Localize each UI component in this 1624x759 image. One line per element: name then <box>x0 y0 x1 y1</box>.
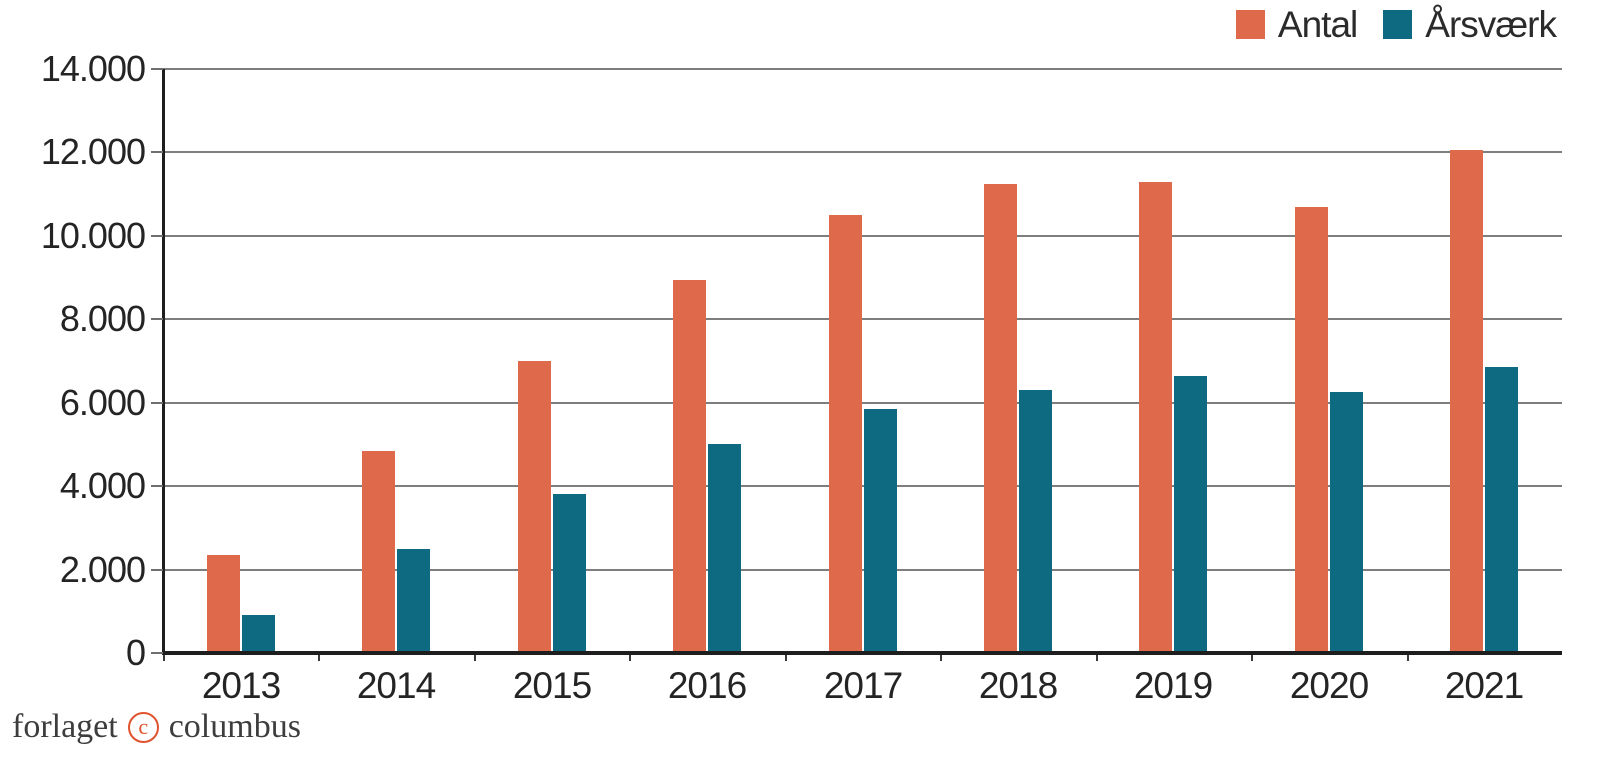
legend-swatch-antal <box>1235 10 1265 39</box>
x-axis-label-2021: 2021 <box>1444 665 1524 706</box>
copyright-letter: c <box>138 714 149 739</box>
x-axis-label-2019: 2019 <box>1133 665 1213 706</box>
bar-årsværk-2017 <box>864 409 897 653</box>
y-axis-label-2.000: 2.000 <box>59 549 146 590</box>
x-tick-2014 <box>318 655 320 661</box>
x-tick-2018 <box>940 655 942 661</box>
bar-årsværk-2020 <box>1330 392 1363 653</box>
publisher-logo: forlaget c columbus <box>12 708 301 746</box>
bar-årsværk-2013 <box>242 615 275 653</box>
x-tick-2019 <box>1096 655 1098 661</box>
bar-årsværk-2019 <box>1174 376 1207 653</box>
x-tick-2016 <box>629 655 631 661</box>
x-axis-label-2016: 2016 <box>667 665 747 706</box>
x-axis-label-2014: 2014 <box>356 665 436 706</box>
y-axis-label-14.000: 14.000 <box>40 48 146 89</box>
bar-årsværk-2018 <box>1019 390 1052 653</box>
x-axis-label-2017: 2017 <box>823 665 903 706</box>
x-tick-2017 <box>785 655 787 661</box>
gridline-12.000 <box>163 151 1562 153</box>
bar-antal-2021 <box>1450 150 1483 653</box>
gridline-4.000 <box>163 485 1562 487</box>
gridline-14.000 <box>163 68 1562 70</box>
gridline-10.000 <box>163 235 1562 237</box>
y-axis-label-6.000: 6.000 <box>59 382 146 423</box>
legend-label-antal: Antal <box>1277 4 1358 45</box>
legend-swatch-aarsvaerk <box>1383 10 1413 39</box>
y-axis-label-0: 0 <box>125 632 146 673</box>
bar-årsværk-2021 <box>1485 367 1518 653</box>
bar-antal-2014 <box>362 451 395 653</box>
publisher-name-left: forlaget <box>12 708 118 745</box>
y-tick-4.000 <box>151 485 163 487</box>
legend-label-aarsvaerk: Årsværk <box>1425 4 1557 45</box>
x-axis-line <box>162 651 1562 655</box>
x-tick-2015 <box>474 655 476 661</box>
x-axis-label-2015: 2015 <box>512 665 592 706</box>
legend-item-antal: Antal <box>1235 4 1358 45</box>
y-axis-label-12.000: 12.000 <box>40 131 146 172</box>
y-tick-2.000 <box>151 569 163 571</box>
y-axis-label-8.000: 8.000 <box>59 298 146 339</box>
y-axis-label-4.000: 4.000 <box>59 465 146 506</box>
x-axis-label-2018: 2018 <box>978 665 1058 706</box>
bar-antal-2016 <box>673 280 706 653</box>
y-tick-10.000 <box>151 235 163 237</box>
y-tick-0 <box>151 652 163 654</box>
plot-area <box>163 68 1562 653</box>
y-tick-8.000 <box>151 318 163 320</box>
y-axis-line <box>162 69 165 655</box>
bar-antal-2019 <box>1139 182 1172 653</box>
bar-årsværk-2015 <box>553 494 586 653</box>
gridline-2.000 <box>163 569 1562 571</box>
gridline-8.000 <box>163 318 1562 320</box>
y-tick-6.000 <box>151 402 163 404</box>
y-axis-label-10.000: 10.000 <box>40 215 146 256</box>
bar-årsværk-2016 <box>708 444 741 653</box>
x-axis-label-2020: 2020 <box>1289 665 1369 706</box>
x-tick-2021 <box>1407 655 1409 661</box>
copyright-icon: c <box>127 711 159 743</box>
y-tick-14.000 <box>151 68 163 70</box>
gridline-6.000 <box>163 402 1562 404</box>
x-tick-2013 <box>163 655 165 661</box>
legend: Antal Årsværk <box>1235 4 1557 45</box>
bar-årsværk-2014 <box>397 549 430 653</box>
bar-antal-2020 <box>1295 207 1328 653</box>
bar-antal-2017 <box>829 215 862 653</box>
y-tick-12.000 <box>151 151 163 153</box>
bar-antal-2018 <box>984 184 1017 653</box>
bar-antal-2013 <box>207 555 240 653</box>
x-tick-2020 <box>1251 655 1253 661</box>
legend-item-aarsvaerk: Årsværk <box>1383 4 1557 45</box>
x-axis-label-2013: 2013 <box>201 665 281 706</box>
publisher-name-right: columbus <box>168 708 301 745</box>
bar-antal-2015 <box>518 361 551 653</box>
